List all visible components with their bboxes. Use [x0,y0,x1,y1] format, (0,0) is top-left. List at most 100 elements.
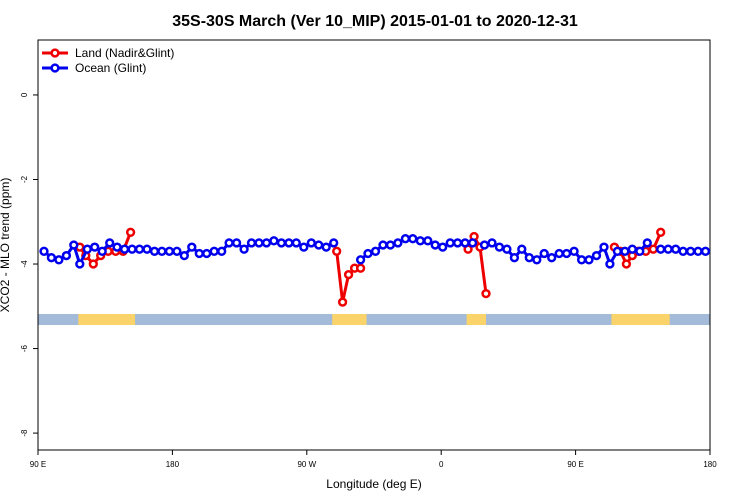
data-point [90,242,100,252]
data-point [321,242,331,252]
map-strip-land-3 [611,314,670,325]
data-point [671,244,681,254]
data-point [584,255,594,265]
data-point [142,244,152,254]
data-point [438,242,448,252]
y-axis-label: XCO2 - MLO trend (ppm) [0,178,12,313]
data-point [621,259,632,269]
data-point [88,259,98,269]
y-tick-label: -2 [20,175,29,183]
data-point [400,234,411,244]
data-point [157,246,167,256]
data-point [329,238,339,248]
data-point [378,240,388,250]
plot-frame [37,39,711,451]
data-point [284,238,294,248]
y-tick-label: 0 [20,92,29,97]
data-point [363,248,373,259]
x-tick-label: 0 [439,460,444,469]
data-point [479,240,490,250]
x-axis: 90 E 180 90 W 0 90 E 180 [30,450,717,469]
y-tick-label: -6 [20,344,29,352]
y-tick-label: -4 [20,260,29,268]
data-point [605,259,615,269]
data-point [239,244,249,254]
data-point [343,269,354,280]
data-point [306,238,316,248]
data-point [648,244,658,254]
data-point [635,246,645,256]
data-point [217,246,227,256]
data-point [355,255,366,265]
data-point [502,244,512,254]
data-point [269,236,279,246]
y-axis: 0 -2 -4 -6 -8 [20,92,38,437]
legend: Land (Nadir&Glint)Ocean (Glint) [42,46,174,75]
data-point [430,240,440,250]
data-point [599,242,609,252]
series-1 [39,234,711,269]
data-point [612,246,623,256]
data-point [415,236,425,246]
data-point [517,244,527,254]
data-point [642,238,652,248]
data-point [119,244,130,254]
data-point [539,248,549,259]
data-point [452,238,463,248]
data-point [370,246,381,256]
x-tick-label: 180 [166,460,180,469]
data-point [112,242,122,252]
map-strip-land-2 [466,314,486,325]
x-tick-label: 90 E [30,460,46,469]
data-point [105,238,115,248]
data-point [254,238,264,248]
data-point [134,244,145,254]
data-point [164,246,175,256]
data-point [408,234,418,244]
data-point [532,255,542,265]
data-point [314,240,324,250]
data-point [561,248,572,259]
data-point [172,246,182,256]
data-point [481,288,491,299]
data-point [39,246,49,256]
data-point [179,250,189,261]
data-point [554,248,564,259]
series-layer [39,227,711,307]
data-point [82,244,92,254]
data-point [591,250,602,261]
map-strip [38,314,710,325]
map-strip-land-0 [78,314,136,325]
data-point [524,253,534,263]
data-point [46,253,57,263]
data-point [202,248,212,259]
data-point [54,255,64,265]
x-tick-label: 90 W [297,460,316,469]
data-point [445,238,455,248]
map-strip-land-1 [332,314,367,325]
data-point [509,253,520,263]
data-point [276,238,287,248]
legend-label: Ocean (Glint) [75,61,146,75]
data-point [337,297,348,307]
data-point [291,238,301,248]
data-point [663,244,673,254]
legend-marker [50,48,60,58]
data-point [467,238,478,248]
data-point [678,246,688,256]
data-point [656,244,666,254]
data-point [423,236,433,246]
data-point [355,263,366,273]
data-point [61,250,72,261]
legend-marker [50,63,60,73]
data-point [224,238,234,248]
data-point [685,246,696,256]
data-point [700,246,711,256]
data-point [569,246,579,256]
x-tick-label: 180 [703,460,717,469]
data-point [261,238,272,248]
data-point [75,259,85,269]
data-point [393,238,403,248]
data-point [627,244,637,254]
data-point [231,238,242,248]
